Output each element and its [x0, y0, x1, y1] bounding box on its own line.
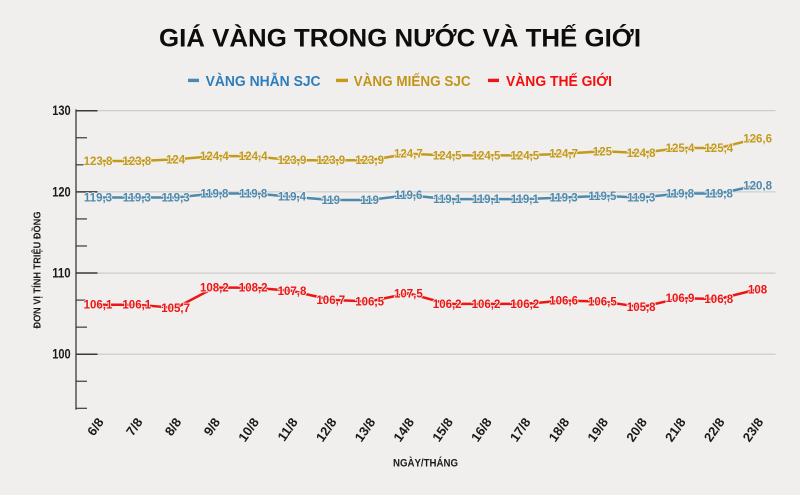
- svg-text:22/8: 22/8: [701, 415, 728, 444]
- svg-text:106,1: 106,1: [122, 300, 151, 312]
- svg-text:119,3: 119,3: [162, 193, 190, 205]
- svg-text:119,3: 119,3: [550, 193, 578, 205]
- svg-text:108,2: 108,2: [239, 283, 268, 295]
- svg-text:130: 130: [52, 103, 71, 118]
- svg-text:119,6: 119,6: [394, 190, 422, 202]
- svg-text:23/8: 23/8: [740, 415, 767, 444]
- svg-text:9/8: 9/8: [201, 415, 224, 438]
- svg-text:107,8: 107,8: [278, 286, 307, 298]
- svg-text:16/8: 16/8: [468, 415, 495, 444]
- svg-text:124,7: 124,7: [549, 149, 578, 161]
- svg-text:106,5: 106,5: [355, 296, 384, 308]
- svg-text:120,8: 120,8: [743, 180, 772, 192]
- svg-text:106,7: 106,7: [316, 295, 345, 307]
- svg-text:VÀNG NHẪN SJC: VÀNG NHẪN SJC: [206, 73, 322, 90]
- svg-text:119: 119: [360, 195, 379, 207]
- svg-text:8/8: 8/8: [162, 415, 185, 438]
- svg-text:20/8: 20/8: [623, 415, 650, 444]
- svg-text:125,4: 125,4: [666, 143, 695, 155]
- svg-text:119,1: 119,1: [472, 194, 501, 206]
- svg-text:7/8: 7/8: [123, 415, 146, 438]
- svg-text:119,8: 119,8: [200, 188, 229, 200]
- svg-text:108,2: 108,2: [200, 283, 229, 295]
- svg-text:124,8: 124,8: [627, 148, 656, 160]
- svg-text:119,3: 119,3: [123, 193, 151, 205]
- svg-text:119,4: 119,4: [278, 192, 307, 204]
- svg-text:124,7: 124,7: [394, 149, 423, 161]
- svg-text:124,5: 124,5: [433, 150, 462, 162]
- svg-text:124,4: 124,4: [200, 151, 229, 163]
- svg-text:12/8: 12/8: [313, 415, 340, 444]
- svg-text:100: 100: [52, 347, 71, 362]
- svg-text:124,5: 124,5: [510, 150, 539, 162]
- svg-text:120: 120: [52, 184, 71, 199]
- svg-text:123,8: 123,8: [84, 156, 113, 168]
- svg-text:124: 124: [166, 154, 186, 166]
- svg-text:GIÁ VÀNG TRONG NƯỚC VÀ THẾ GIỚ: GIÁ VÀNG TRONG NƯỚC VÀ THẾ GIỚI: [159, 23, 641, 53]
- svg-text:106,2: 106,2: [510, 299, 539, 311]
- svg-text:15/8: 15/8: [429, 415, 456, 444]
- svg-text:14/8: 14/8: [390, 415, 417, 444]
- svg-text:106,1: 106,1: [84, 300, 113, 312]
- svg-text:106,9: 106,9: [666, 293, 695, 305]
- svg-text:21/8: 21/8: [662, 415, 689, 444]
- svg-text:VÀNG THẾ GIỚI: VÀNG THẾ GIỚI: [506, 72, 612, 90]
- svg-text:18/8: 18/8: [546, 415, 573, 444]
- svg-text:123,9: 123,9: [278, 155, 307, 167]
- svg-text:107,5: 107,5: [394, 288, 423, 300]
- svg-text:106,2: 106,2: [472, 299, 501, 311]
- svg-text:119,8: 119,8: [239, 188, 268, 200]
- svg-text:125,4: 125,4: [704, 143, 733, 155]
- svg-text:123,8: 123,8: [122, 156, 151, 168]
- svg-text:119,3: 119,3: [627, 193, 655, 205]
- svg-text:126,6: 126,6: [743, 133, 772, 145]
- svg-text:123,9: 123,9: [316, 155, 345, 167]
- svg-text:11/8: 11/8: [274, 415, 300, 444]
- svg-text:124,4: 124,4: [239, 151, 268, 163]
- svg-text:119,8: 119,8: [705, 188, 734, 200]
- svg-text:106,6: 106,6: [549, 296, 578, 308]
- svg-text:124,5: 124,5: [472, 150, 501, 162]
- svg-text:105,8: 105,8: [627, 302, 656, 314]
- svg-text:106,8: 106,8: [704, 294, 733, 306]
- svg-text:119,3: 119,3: [84, 193, 112, 205]
- svg-text:108: 108: [748, 284, 768, 296]
- svg-text:17/8: 17/8: [507, 415, 534, 444]
- svg-text:110: 110: [52, 265, 71, 280]
- svg-text:123,9: 123,9: [355, 155, 384, 167]
- svg-text:119,5: 119,5: [588, 191, 617, 203]
- svg-text:ĐƠN VỊ TÍNH TRIỆU ĐỒNG: ĐƠN VỊ TÍNH TRIỆU ĐỒNG: [31, 211, 44, 328]
- svg-text:119,1: 119,1: [433, 194, 462, 206]
- svg-text:NGÀY/THÁNG: NGÀY/THÁNG: [393, 457, 458, 470]
- svg-text:119,8: 119,8: [666, 188, 695, 200]
- svg-text:19/8: 19/8: [584, 415, 611, 444]
- svg-text:125: 125: [593, 146, 613, 158]
- svg-text:119: 119: [322, 195, 341, 207]
- svg-text:105,7: 105,7: [161, 303, 190, 315]
- svg-text:VÀNG MIẾNG SJC: VÀNG MIẾNG SJC: [354, 73, 471, 90]
- svg-text:10/8: 10/8: [235, 415, 262, 444]
- svg-text:106,2: 106,2: [433, 299, 462, 311]
- svg-text:6/8: 6/8: [84, 415, 107, 438]
- svg-text:13/8: 13/8: [352, 415, 379, 444]
- svg-text:119,1: 119,1: [511, 194, 540, 206]
- svg-text:106,5: 106,5: [588, 296, 617, 308]
